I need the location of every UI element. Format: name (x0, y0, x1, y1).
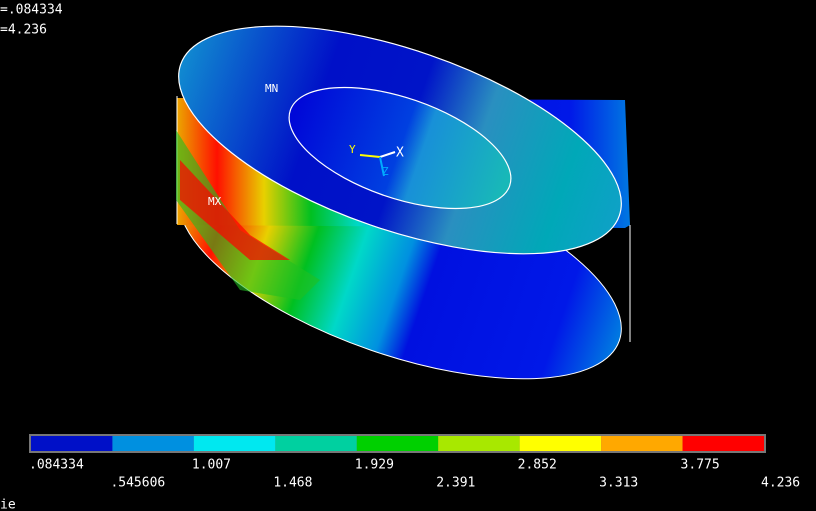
legend-label: .084334 (29, 458, 84, 473)
triad-x: X (396, 146, 404, 161)
viewport: X Y Z MN MX =.084334 =4.236 .084334 .5456… (0, 0, 816, 511)
legend-swatch (112, 436, 193, 451)
footer-text: ie (0, 498, 16, 511)
legend-label: 1.929 (355, 458, 394, 473)
legend-swatch (275, 436, 356, 451)
min-line: =.084334 (0, 3, 63, 18)
max-line: =4.236 (0, 23, 47, 38)
triad-y: Y (349, 143, 356, 156)
legend-swatch (194, 436, 275, 451)
legend-label: 1.007 (192, 458, 231, 473)
legend-swatch (31, 436, 112, 451)
legend-swatch (601, 436, 682, 451)
legend-swatch (357, 436, 438, 451)
min-marker: MN (265, 82, 278, 95)
legend-label: 4.236 (761, 476, 800, 491)
legend-label: 2.852 (518, 458, 557, 473)
legend-label: 2.391 (436, 476, 475, 491)
legend-label: 1.468 (273, 476, 312, 491)
legend-label: 3.313 (599, 476, 638, 491)
max-marker: MX (208, 195, 222, 208)
legend-label: 3.775 (681, 458, 720, 473)
legend-swatch (683, 436, 764, 451)
legend-label: .545606 (110, 476, 165, 491)
legend-swatch (520, 436, 601, 451)
page: {"header": {"min_line": "=.084334", "max… (0, 0, 816, 511)
legend-swatch (438, 436, 519, 451)
triad-z: Z (382, 165, 389, 178)
